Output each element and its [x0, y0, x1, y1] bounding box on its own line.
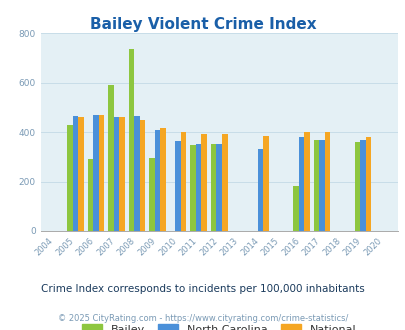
Bar	[98, 115, 104, 231]
Bar	[313, 140, 318, 231]
Bar	[324, 132, 329, 231]
Bar	[72, 116, 78, 231]
Bar	[140, 120, 145, 231]
Bar	[78, 117, 83, 231]
Bar	[262, 136, 268, 231]
Bar	[190, 145, 196, 231]
Bar	[359, 140, 365, 231]
Legend: Bailey, North Carolina, National: Bailey, North Carolina, National	[77, 320, 360, 330]
Bar	[303, 132, 309, 231]
Bar	[196, 145, 201, 231]
Bar	[119, 117, 125, 231]
Bar	[93, 115, 98, 231]
Bar	[292, 186, 298, 231]
Bar	[108, 85, 113, 231]
Bar	[113, 117, 119, 231]
Bar	[134, 116, 140, 231]
Bar	[365, 137, 371, 231]
Bar	[154, 130, 160, 231]
Bar	[181, 132, 186, 231]
Bar	[87, 159, 93, 231]
Bar	[318, 140, 324, 231]
Text: Bailey Violent Crime Index: Bailey Violent Crime Index	[90, 16, 315, 31]
Bar	[257, 148, 262, 231]
Bar	[298, 138, 303, 231]
Bar	[201, 134, 207, 231]
Bar	[149, 158, 154, 231]
Bar	[216, 144, 222, 231]
Text: Crime Index corresponds to incidents per 100,000 inhabitants: Crime Index corresponds to incidents per…	[41, 284, 364, 294]
Bar	[128, 49, 134, 231]
Bar	[175, 141, 181, 231]
Bar	[67, 125, 72, 231]
Text: © 2025 CityRating.com - https://www.cityrating.com/crime-statistics/: © 2025 CityRating.com - https://www.city…	[58, 314, 347, 323]
Bar	[211, 145, 216, 231]
Bar	[160, 128, 166, 231]
Bar	[222, 135, 227, 231]
Bar	[354, 143, 359, 231]
